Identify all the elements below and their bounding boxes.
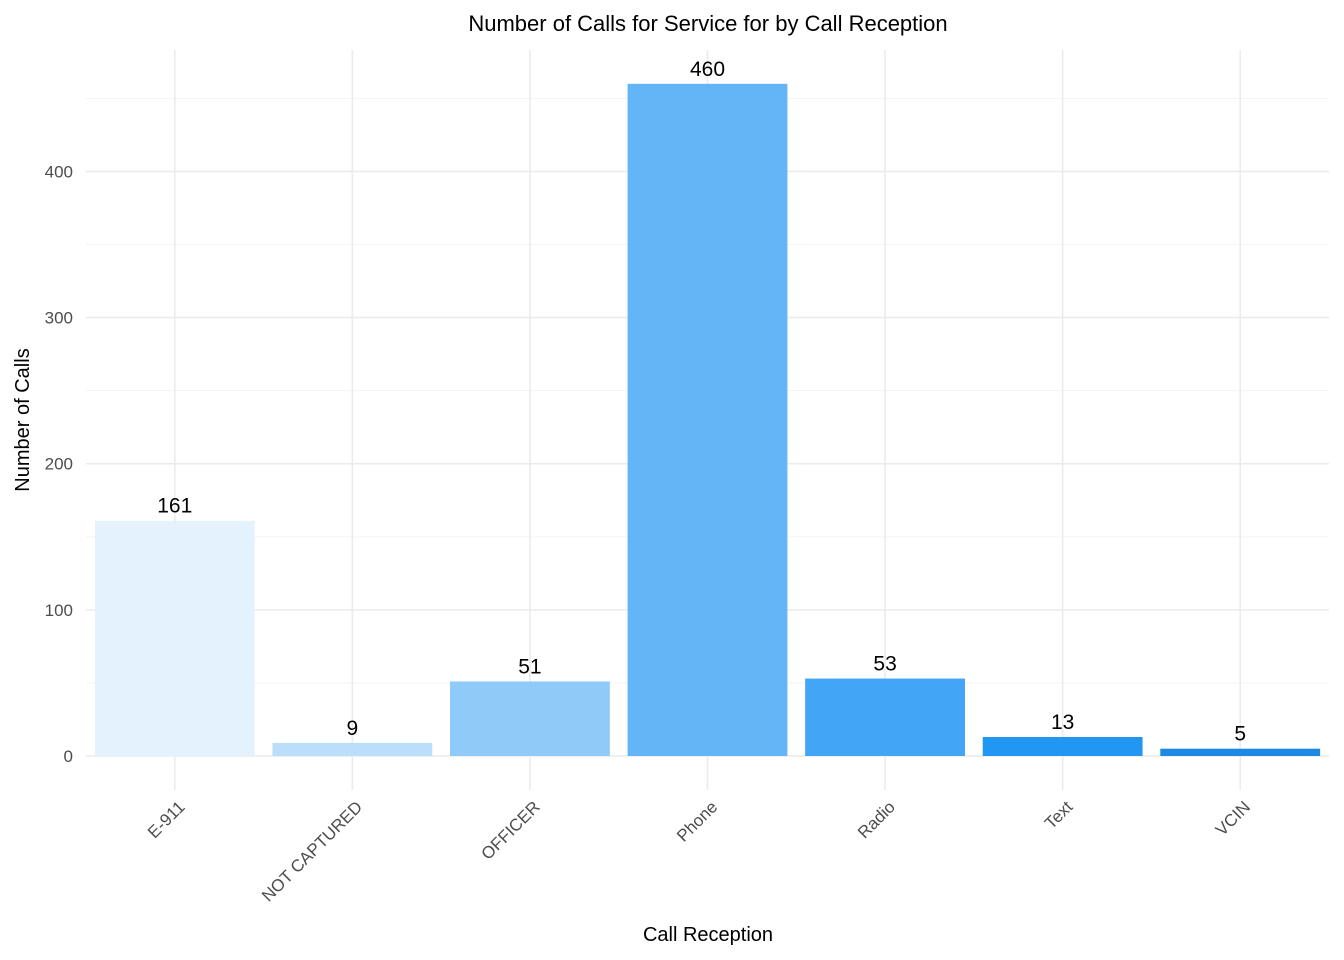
y-tick-label: 100 xyxy=(45,601,73,620)
y-tick-label: 300 xyxy=(45,309,73,328)
bar-value-label: 460 xyxy=(690,58,725,81)
y-axis-title: Number of Calls xyxy=(12,348,34,491)
bar xyxy=(94,520,255,756)
x-tick-label: NOT CAPTURED xyxy=(258,797,366,905)
chart-title: Number of Calls for Service for by Call … xyxy=(468,11,947,36)
x-tick-label: Radio xyxy=(854,797,899,842)
bar xyxy=(450,681,610,756)
y-tick-label: 200 xyxy=(45,455,73,474)
bar xyxy=(805,678,965,756)
x-tick-label: Phone xyxy=(673,797,721,845)
y-tick-label: 0 xyxy=(64,747,73,766)
bar xyxy=(627,83,788,756)
y-axis-tick-labels: 0 100 200 300 400 xyxy=(45,162,73,766)
x-tick-label: VCIN xyxy=(1212,797,1254,839)
x-tick-label: OFFICER xyxy=(478,797,544,863)
bar xyxy=(272,742,433,756)
x-tick-label: Text xyxy=(1041,797,1077,833)
x-axis-tick-labels: E-911 NOT CAPTURED OFFICER Phone Radio Text VC… xyxy=(144,797,1254,905)
y-tick-label: 400 xyxy=(45,162,73,181)
bar xyxy=(982,737,1143,756)
x-axis-title: Call Reception xyxy=(643,924,773,946)
bar-value-label: 5 xyxy=(1234,723,1246,746)
bar xyxy=(1160,748,1321,756)
bars xyxy=(94,83,1321,756)
bar-value-label: 13 xyxy=(1051,711,1074,734)
bar-value-labels: 161 9 51 460 53 13 5 xyxy=(157,58,1246,746)
bar-value-label: 9 xyxy=(347,717,359,740)
x-tick-label: E-911 xyxy=(144,797,189,842)
bar-value-label: 51 xyxy=(518,655,541,678)
bar-value-label: 53 xyxy=(873,653,896,676)
bar-value-label: 161 xyxy=(157,495,192,518)
